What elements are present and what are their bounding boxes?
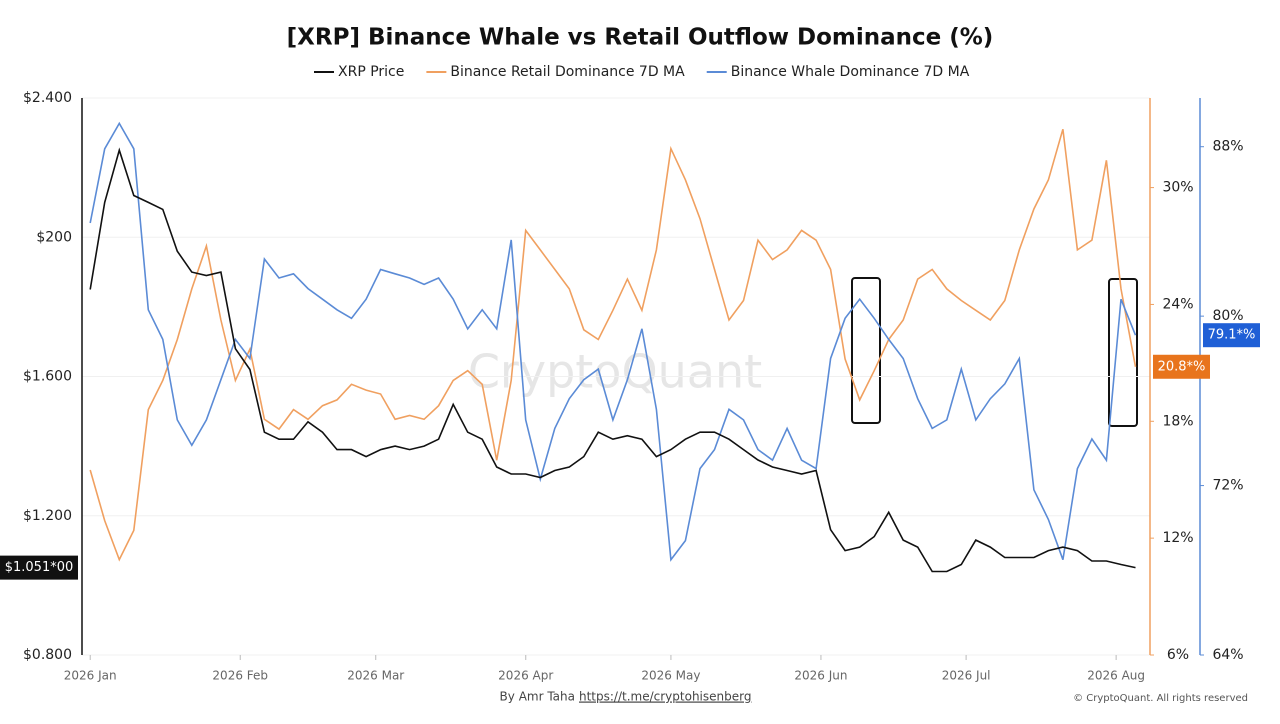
y-tick-label: $0.800 bbox=[23, 647, 72, 663]
y3-tick-label: 88% bbox=[1212, 139, 1243, 155]
x-tick-label: 2026 Mar bbox=[347, 669, 404, 683]
y-tick-label: $1.600 bbox=[23, 369, 72, 385]
end-badge bbox=[0, 555, 78, 580]
credit: By Amr Taha bbox=[500, 690, 575, 704]
y2-tick-label: 30% bbox=[1162, 180, 1193, 196]
y3-tick-label: 72% bbox=[1212, 478, 1243, 494]
end-badge bbox=[1153, 354, 1210, 379]
series-line bbox=[89, 121, 1137, 562]
x-tick-label: 2026 Jul bbox=[942, 669, 991, 683]
y2-tick-label: 6% bbox=[1167, 647, 1189, 663]
series-line bbox=[89, 147, 1136, 573]
y-tick-label: $200 bbox=[36, 229, 72, 245]
end-label: 20.8*% bbox=[1158, 359, 1206, 374]
x-tick-label: 2026 Feb bbox=[212, 669, 268, 683]
x-tick-label: 2026 Jun bbox=[794, 669, 847, 683]
legend-label: XRP Price bbox=[338, 64, 404, 80]
end-label: 79.1*% bbox=[1208, 328, 1256, 343]
credit-link[interactable]: https://t.me/cryptohisenberg bbox=[579, 690, 751, 704]
end-label: $1.051*00 bbox=[5, 560, 74, 575]
series-line bbox=[89, 128, 1137, 562]
watermark: CryptoQuant bbox=[468, 345, 762, 399]
y2-tick-label: 12% bbox=[1162, 530, 1193, 546]
y2-tick-label: 24% bbox=[1162, 296, 1193, 312]
legend-label: Binance Whale Dominance 7D MA bbox=[731, 64, 970, 80]
y-tick-label: $1.200 bbox=[23, 508, 72, 524]
end-badge bbox=[1203, 323, 1260, 348]
chart-title: [XRP] Binance Whale vs Retail Outflow Do… bbox=[287, 25, 994, 51]
y-tick-label: $2.400 bbox=[23, 90, 72, 106]
x-tick-label: 2026 Jan bbox=[64, 669, 117, 683]
x-tick-label: 2026 Apr bbox=[498, 669, 553, 683]
x-tick-label: 2026 May bbox=[641, 669, 700, 683]
y3-tick-label: 64% bbox=[1212, 647, 1243, 663]
y3-tick-label: 80% bbox=[1212, 308, 1243, 324]
highlight-box bbox=[851, 277, 881, 424]
copyright: © CryptoQuant. All rights reserved bbox=[1073, 693, 1248, 704]
legend-label: Binance Retail Dominance 7D MA bbox=[450, 64, 685, 80]
x-tick-label: 2026 Aug bbox=[1087, 669, 1145, 683]
y2-tick-label: 18% bbox=[1162, 413, 1193, 429]
highlight-box bbox=[1108, 278, 1138, 427]
legend: XRP Price Binance Retail Dominance 7D MA B… bbox=[314, 64, 970, 80]
